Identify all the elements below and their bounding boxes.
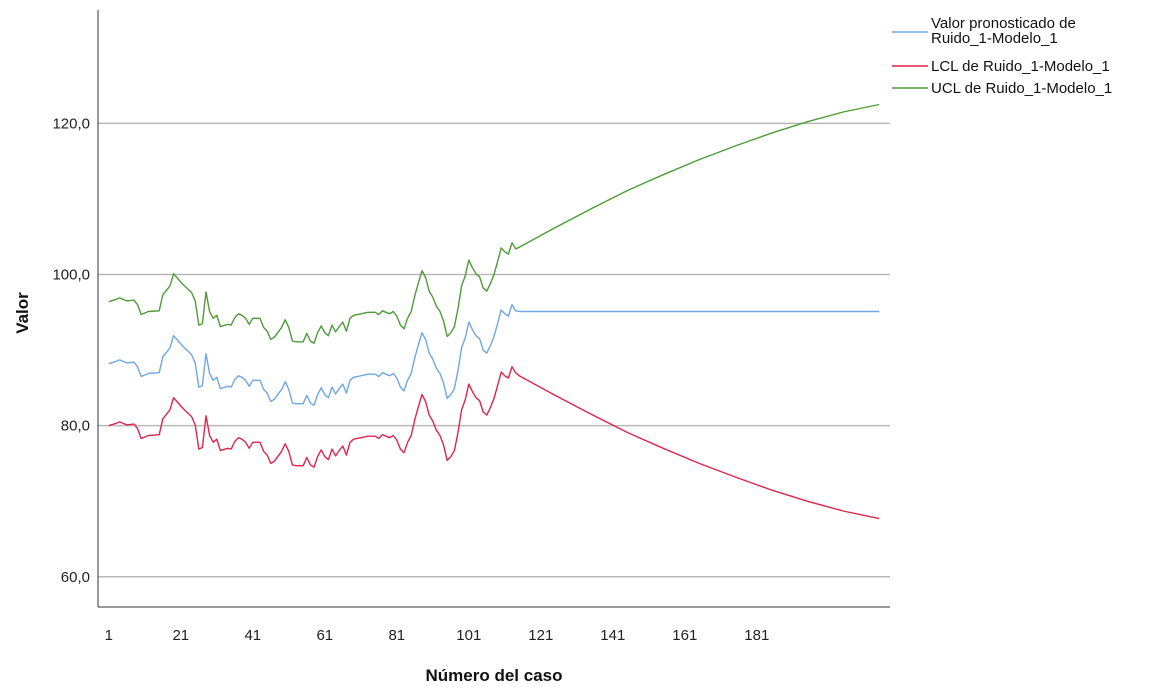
x-tick-labels: 1 21 41 61 81 101 121 141 161 181	[105, 627, 770, 644]
series-line-predicted	[108, 304, 880, 406]
series-line-ucl	[108, 103, 880, 344]
x-tick-label: 161	[672, 627, 697, 644]
x-tick-label: 21	[172, 627, 189, 644]
legend-label-predicted-line1: Valor pronosticado de	[931, 15, 1076, 32]
y-tick-label: 120,0	[52, 115, 90, 132]
y-tick-label: 100,0	[52, 266, 90, 283]
x-tick-label: 61	[316, 627, 333, 644]
legend-label-predicted-line2: Ruido_1-Modelo_1	[931, 30, 1058, 47]
y-tick-label: 60,0	[61, 569, 90, 586]
y-tick-label: 80,0	[61, 418, 90, 435]
legend-label-predicted: Valor pronosticado de Ruido_1-Modelo_1	[931, 15, 1080, 47]
y-tick-labels: 60,0 80,0 100,0 120,0	[52, 115, 90, 585]
gridlines	[98, 122, 890, 578]
x-tick-label: 101	[456, 627, 481, 644]
legend-label-ucl: UCL de Ruido_1-Modelo_1	[931, 80, 1112, 97]
y-axis-title: Valor	[13, 292, 32, 334]
x-tick-label: 141	[600, 627, 625, 644]
x-tick-label: 41	[244, 627, 261, 644]
series-line-lcl	[108, 366, 880, 520]
x-tick-label: 121	[528, 627, 553, 644]
axes	[97, 10, 890, 608]
x-tick-label: 181	[744, 627, 769, 644]
x-tick-label: 81	[388, 627, 405, 644]
legend-label-lcl: LCL de Ruido_1-Modelo_1	[931, 58, 1110, 75]
legend: Valor pronosticado de Ruido_1-Modelo_1 L…	[892, 15, 1112, 97]
series-lines	[108, 103, 880, 520]
x-axis-title: Número del caso	[426, 666, 563, 685]
x-tick-label: 1	[105, 627, 113, 644]
